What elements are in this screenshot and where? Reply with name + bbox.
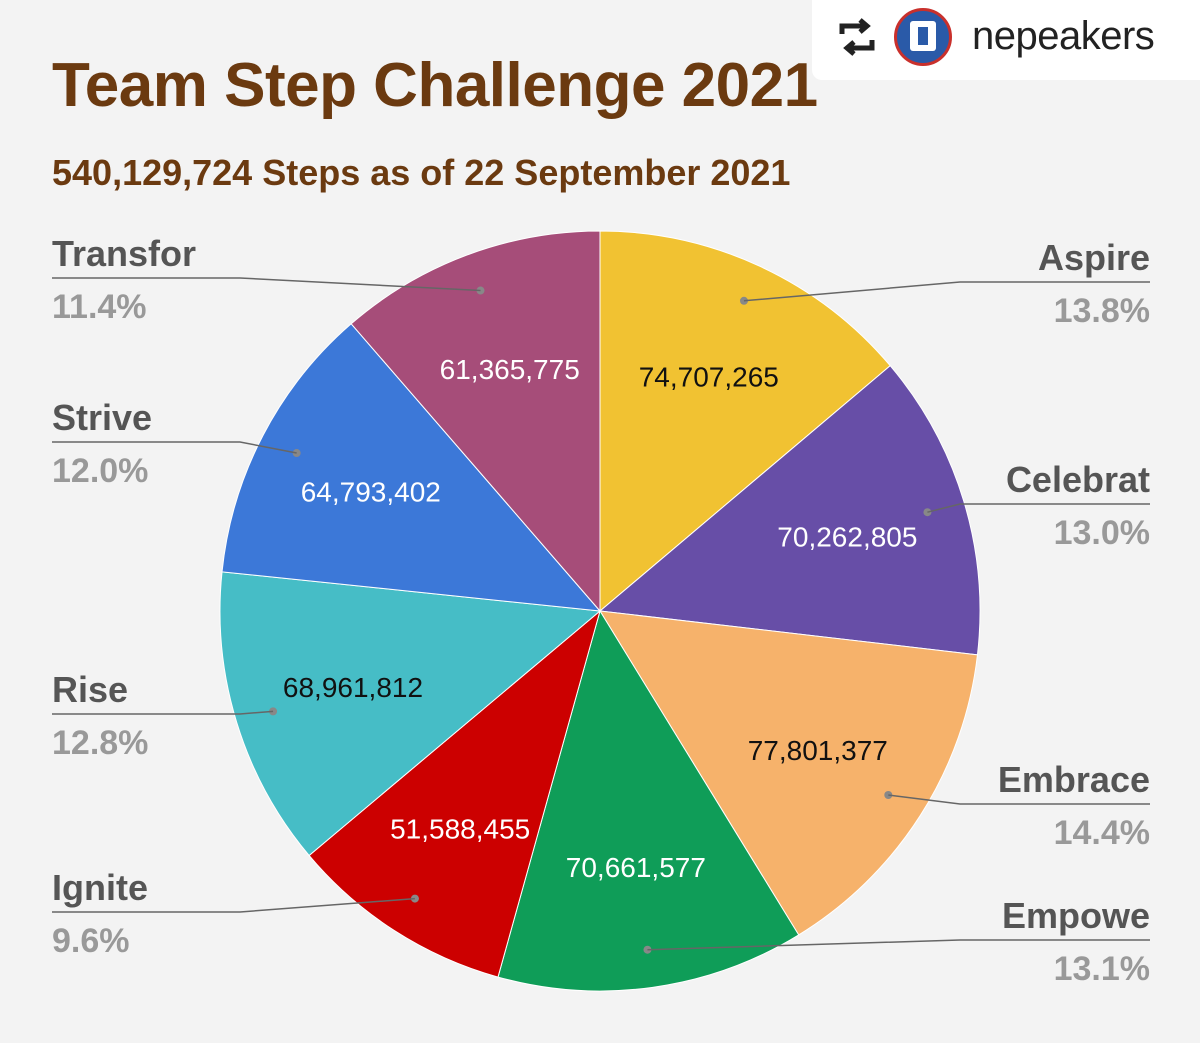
legend-label-transfor: Transfor [52,233,196,274]
leader-line [888,794,1150,805]
slice-value-label: 61,365,775 [440,354,580,385]
pie-slice-rise [219,571,602,857]
legend-percent-transfor: 11.4% [52,288,147,326]
slice-value-label: 70,262,805 [777,521,917,552]
leader-line [52,277,481,292]
leader-line [743,281,1150,302]
slice-value-label: 74,707,265 [639,362,779,393]
pie-slice-embrace [599,610,979,936]
repost-banner: nepeakers [812,0,1200,80]
legend-label-strive: Strive [52,397,152,438]
legend-percent-rise: 12.8% [52,724,148,762]
legend-percent-strive: 12.0% [52,452,148,490]
slice-value-label: 77,801,377 [748,735,888,766]
slice-value-label: 70,661,577 [566,852,706,883]
legend-percent-empowe: 13.1% [1054,950,1150,988]
avatar[interactable] [894,8,952,66]
pie-slice-transfor [350,230,601,613]
legend-label-aspire: Aspire [1038,237,1150,278]
leader-line [52,897,415,913]
slice-value-label: 68,961,812 [283,672,423,703]
pie-slice-empowe [497,609,800,992]
pie-slice-celebrat [598,364,981,656]
legend-percent-embrace: 14.4% [1054,814,1150,852]
pie-slice-strive [221,323,602,612]
legend-percent-aspire: 13.8% [1054,292,1150,330]
slice-value-label: 51,588,455 [390,813,530,844]
legend-label-embrace: Embrace [998,759,1150,800]
pie-slice-aspire [599,230,891,613]
slice-value-label: 64,793,402 [301,477,441,508]
legend-label-ignite: Ignite [52,867,148,908]
legend-percent-ignite: 9.6% [52,922,130,960]
leader-line [52,441,297,454]
repost-icon[interactable] [836,18,878,56]
pie-slice-ignite [308,609,601,978]
chart-title: Team Step Challenge 2021 [52,51,818,120]
avatar-logo-icon [910,21,936,51]
chart-subtitle: 540,129,724 Steps as of 22 September 202… [52,152,791,193]
leader-line [927,503,1150,513]
legend-label-celebrat: Celebrat [1006,459,1150,500]
legend-label-empowe: Empowe [1002,895,1150,936]
repost-username[interactable]: nepeakers [972,14,1155,58]
leader-line [647,939,1150,951]
leader-line [52,710,274,715]
legend-label-rise: Rise [52,669,128,710]
legend-percent-celebrat: 13.0% [1054,514,1150,552]
